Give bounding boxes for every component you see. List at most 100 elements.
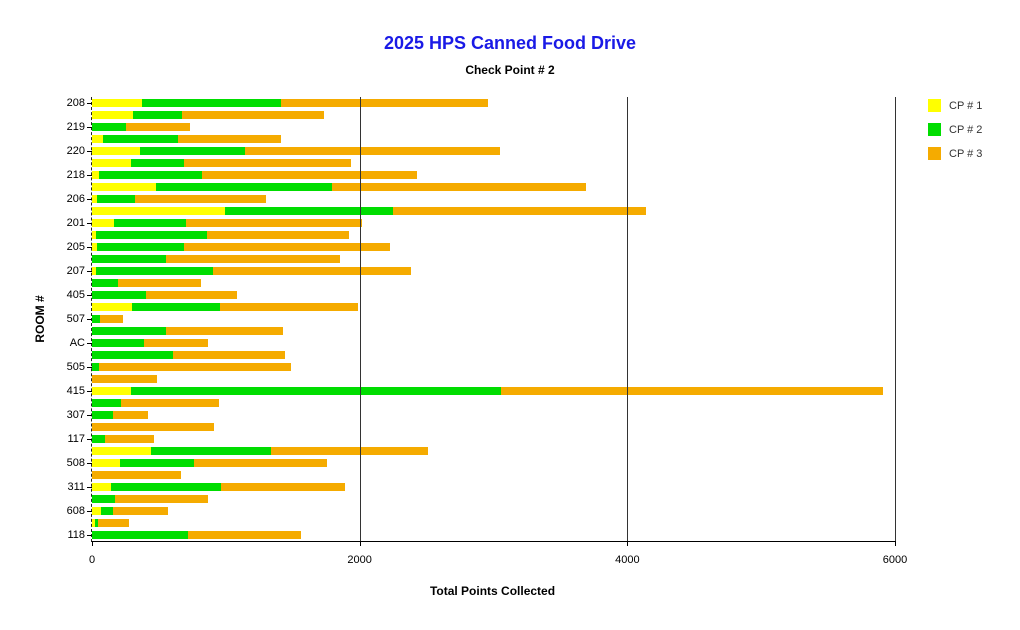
- y-axis-label-220: 220: [66, 145, 85, 157]
- bar-segment-cp2: [92, 123, 127, 131]
- stacked-bar: [92, 531, 302, 539]
- bar-segment-cp3: [98, 519, 130, 527]
- bar-segment-cp1: [92, 219, 115, 227]
- bar-segment-cp3: [245, 147, 500, 155]
- y-axis-label-508: 508: [66, 457, 85, 469]
- stacked-bar: [92, 267, 412, 275]
- chart-subtitle: Check Point # 2: [465, 63, 555, 77]
- bar-segment-cp3: [118, 279, 202, 287]
- bar-segment-cp1: [92, 159, 132, 167]
- bar-segment-cp3: [143, 339, 209, 347]
- stacked-bar: [92, 183, 586, 191]
- stacked-bar: [92, 519, 130, 527]
- stacked-bar: [92, 219, 362, 227]
- stacked-bar: [92, 387, 883, 395]
- bar-segment-cp2: [141, 99, 281, 107]
- bar-row: [92, 241, 895, 253]
- bar-segment-cp2: [140, 147, 246, 155]
- x-axis-tick: [359, 541, 361, 546]
- bar-segment-cp2: [92, 315, 101, 323]
- stacked-bar: [92, 411, 149, 419]
- stacked-bar: [92, 255, 340, 263]
- bar-segment-cp1: [92, 519, 95, 527]
- bar-row: [92, 505, 895, 517]
- y-axis-label-206: 206: [66, 193, 85, 205]
- gridline-4000: [627, 97, 629, 541]
- bar-segment-cp1: [92, 135, 103, 143]
- x-axis-label-6000: 6000: [882, 554, 908, 566]
- bar-segment-cp2: [133, 111, 182, 119]
- bar-row: [92, 181, 895, 193]
- bar-row: [92, 229, 895, 241]
- bar-segment-cp2: [96, 243, 185, 251]
- bar-segment-cp1: [92, 183, 156, 191]
- legend: CP # 1 CP # 2 CP # 3: [928, 99, 982, 171]
- stacked-bar: [92, 135, 282, 143]
- y-axis-tick: [87, 103, 92, 104]
- bar-segment-cp2: [96, 267, 214, 275]
- bar-segment-cp1: [92, 303, 133, 311]
- bar-segment-cp3: [115, 495, 208, 503]
- bar-segment-cp2: [92, 279, 119, 287]
- plot-area: 208 219 220 218 206 201 205 207 405 507 AC 505 415 30…: [67, 97, 907, 566]
- bar-row: [92, 517, 895, 529]
- stacked-bar: [92, 399, 220, 407]
- legend-label-cp3: CP # 3: [949, 147, 983, 160]
- bar-segment-cp1: [92, 447, 151, 455]
- y-axis-label-405: 405: [66, 289, 85, 301]
- bar-row: [92, 385, 895, 397]
- stacked-bar: [92, 327, 283, 335]
- y-axis-tick: [87, 319, 92, 320]
- bar-segment-cp2: [225, 207, 394, 215]
- bar-row: [92, 217, 895, 229]
- bar-segment-cp3: [202, 171, 417, 179]
- x-axis-tick: [895, 541, 896, 546]
- bar-segment-cp3: [393, 207, 647, 215]
- gridline-6000: [895, 97, 896, 541]
- stacked-bar: [92, 363, 292, 371]
- gridline-2000: [359, 97, 361, 541]
- y-axis-tick: [87, 535, 92, 536]
- bar-segment-cp2: [92, 399, 121, 407]
- legend-label-cp1: CP # 1: [949, 99, 983, 112]
- stacked-bar: [92, 423, 214, 431]
- bar-row: [92, 457, 895, 469]
- bar-row: [92, 421, 895, 433]
- bar-row: [92, 205, 895, 217]
- y-axis-tick: [87, 511, 92, 512]
- bar-segment-cp2: [101, 507, 113, 515]
- bar-segment-cp2: [110, 483, 222, 491]
- x-axis-tick: [627, 541, 629, 546]
- x-axis-label-2000: 2000: [347, 554, 372, 566]
- bar-segment-cp2: [92, 327, 167, 335]
- stacked-bar: [92, 207, 647, 215]
- stacked-bar: [92, 315, 123, 323]
- legend-label-cp2: CP # 2: [949, 123, 983, 136]
- bar-segment-cp3: [219, 303, 358, 311]
- bar-segment-cp3: [172, 351, 286, 359]
- bar-segment-cp1: [92, 195, 97, 203]
- y-axis-tick: [87, 127, 92, 128]
- bar-row: [92, 433, 895, 445]
- stacked-bar: [92, 339, 209, 347]
- bar-row: [92, 265, 895, 277]
- y-axis-tick: [87, 223, 92, 224]
- bar-segment-cp3: [184, 243, 391, 251]
- y-axis-label-AC: AC: [69, 337, 85, 349]
- bar-row: [92, 409, 895, 421]
- bar-segment-cp2: [150, 447, 271, 455]
- legend-item-cp3: CP # 3: [928, 147, 982, 160]
- bar-segment-cp3: [134, 195, 266, 203]
- bar-row: [92, 301, 895, 313]
- bar-segment-cp1: [92, 459, 121, 467]
- y-axis-label-307: 307: [66, 409, 85, 421]
- y-axis-label-219: 219: [66, 121, 85, 133]
- bar-row: [92, 373, 895, 385]
- y-axis-tick: [87, 151, 92, 152]
- stacked-bar: [92, 375, 157, 383]
- y-axis-label-118: 118: [67, 529, 85, 541]
- bar-segment-cp3: [207, 231, 349, 239]
- bar-segment-cp1: [92, 147, 141, 155]
- bar-row: [92, 157, 895, 169]
- chart-title: 2025 HPS Canned Food Drive: [383, 33, 637, 53]
